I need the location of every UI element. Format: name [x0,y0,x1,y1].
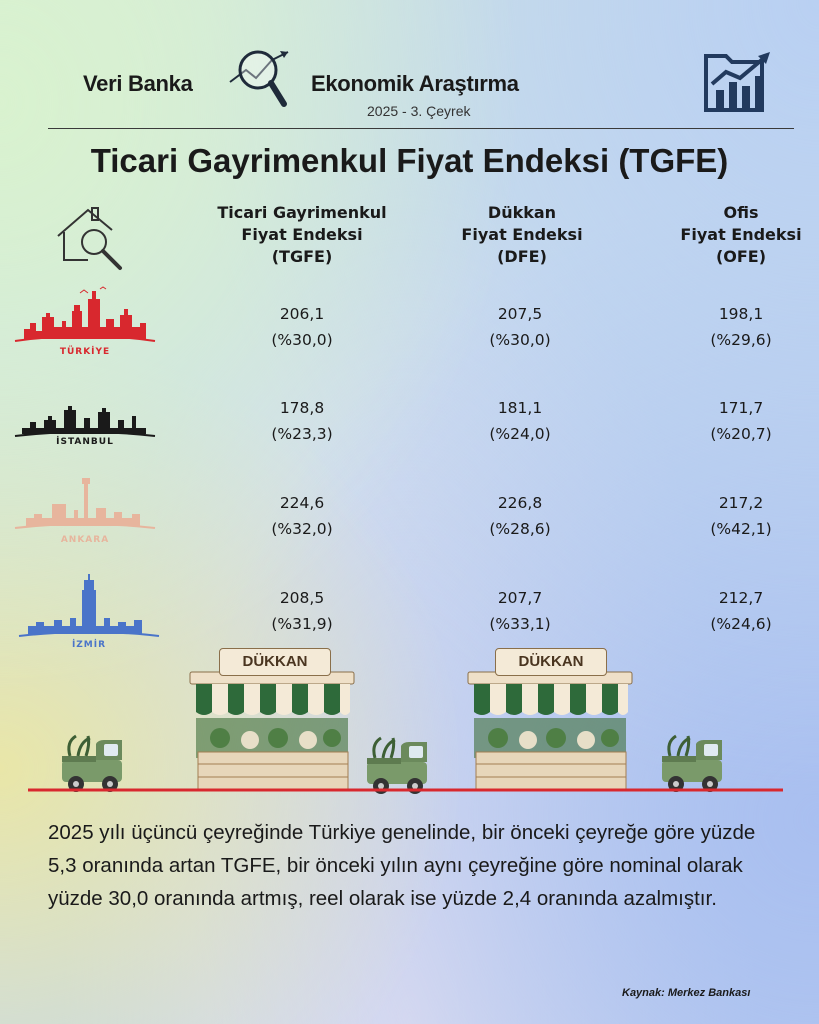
turkiye-skyline-icon [14,286,156,342]
value-ankara-dfe: 226,8 (%28,6) [489,494,551,538]
house-search-icon [57,207,122,270]
shop-sign-right: DÜKKAN [495,648,607,676]
value-turkiye-ofe: 198,1 (%29,6) [710,305,772,349]
istanbul-skyline-icon [14,406,156,437]
page-title: Ticari Gayrimenkul Fiyat Endeksi (TGFE) [90,142,729,179]
report-period: 2025 - 3. Çeyrek [367,103,471,119]
value-istanbul-ofe: 171,7 (%20,7) [710,399,772,443]
city-label-istanbul: İSTANBUL [56,437,114,447]
magnifier-chart-icon [229,50,289,107]
column-header-tgfe: Ticari Gayrimenkul Fiyat Endeksi (TGFE) [217,203,387,266]
summary-paragraph: 2025 yılı üçüncü çeyreğinde Türkiye gene… [48,821,756,910]
value-istanbul-tgfe: 178,8 (%23,3) [271,399,333,443]
city-label-izmir: İZMİR [71,640,107,650]
ankara-skyline-icon [14,478,156,529]
value-izmir-dfe: 207,7 (%33,1) [489,589,551,633]
street-illustration [28,671,783,796]
shop-sign-left: DÜKKAN [219,648,331,676]
value-izmir-tgfe: 208,5 (%31,9) [271,589,333,633]
source-note: Kaynak: Merkez Bankası [622,987,751,999]
header-divider [48,128,794,129]
city-label-turkiye: TÜRKİYE [59,347,111,357]
izmir-skyline-icon [18,574,160,637]
brand-name: Veri Banka [83,71,193,96]
department-name: Ekonomik Araştırma [311,71,519,96]
city-label-ankara: ANKARA [60,535,110,545]
value-izmir-ofe: 212,7 (%24,6) [710,589,772,633]
column-header-dfe: Dükkan Fiyat Endeksi (DFE) [461,203,583,266]
value-turkiye-tgfe: 206,1 (%30,0) [271,305,333,349]
column-header-ofe: Ofis Fiyat Endeksi (OFE) [680,203,802,266]
value-ankara-ofe: 217,2 (%42,1) [710,494,772,538]
value-ankara-tgfe: 224,6 (%32,0) [271,494,333,538]
value-istanbul-dfe: 181,1 (%24,0) [489,399,551,443]
bar-chart-growth-icon [704,52,770,112]
value-turkiye-dfe: 207,5 (%30,0) [489,305,551,349]
